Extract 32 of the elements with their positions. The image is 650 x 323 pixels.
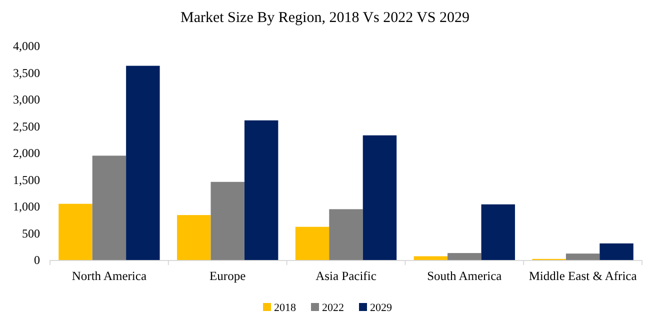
legend-label: 2022 <box>322 302 344 314</box>
bar <box>295 226 330 260</box>
x-tick-label: North America <box>72 269 147 283</box>
bar <box>566 254 600 260</box>
x-tick-label: Europe <box>210 269 246 283</box>
bar <box>481 204 515 260</box>
y-tick-label: 2,500 <box>13 119 40 134</box>
y-tick-label: 1,000 <box>13 200 40 214</box>
bar <box>244 120 278 260</box>
bar <box>92 156 126 260</box>
bar <box>600 243 634 260</box>
bar <box>329 209 363 260</box>
y-tick-label: 3,500 <box>13 66 40 80</box>
y-tick-label: 0 <box>34 253 40 268</box>
bar <box>362 135 397 260</box>
y-tick-label: 2,000 <box>13 146 40 160</box>
x-tick-label: Asia Pacific <box>316 269 377 283</box>
legend-label: 2029 <box>370 302 392 314</box>
bar <box>177 215 211 260</box>
bar <box>414 256 448 260</box>
bar <box>126 66 160 260</box>
y-tick-label: 1,500 <box>13 172 40 187</box>
legend-label: 2018 <box>274 302 296 314</box>
chart-title: Market Size By Region, 2018 Vs 2022 VS 2029 <box>180 10 470 26</box>
bar <box>210 182 244 260</box>
y-tick-label: 4,000 <box>13 39 40 54</box>
bar <box>448 253 482 260</box>
x-tick-label: Middle East & Africa <box>528 269 638 283</box>
y-tick-label: 500 <box>22 226 40 240</box>
x-tick-label: South America <box>427 269 502 283</box>
y-tick-label: 3,000 <box>13 92 40 107</box>
bar <box>58 204 92 260</box>
